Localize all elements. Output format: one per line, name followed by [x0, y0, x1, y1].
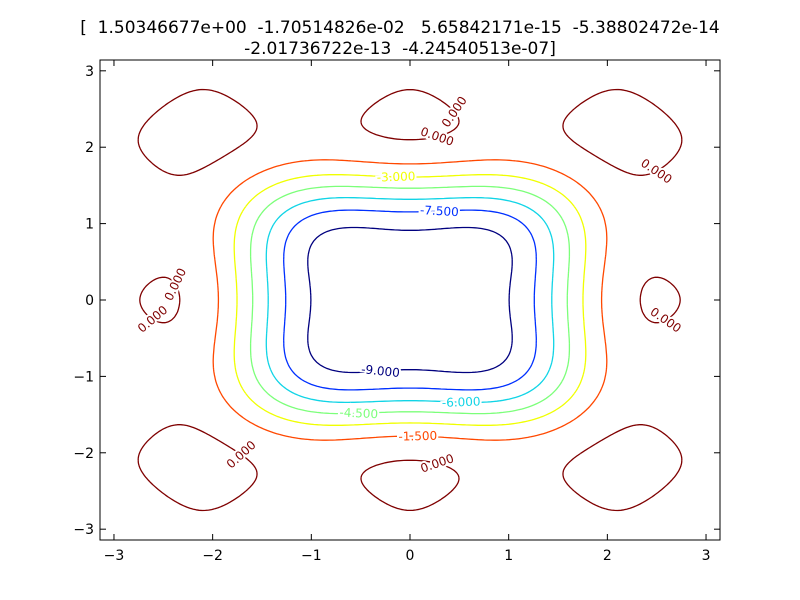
contour-label--3.000: -3.000 — [377, 169, 416, 184]
x-tick-label: 3 — [702, 548, 711, 564]
contour-line--6.000 — [265, 196, 555, 404]
x-tick-label: −1 — [301, 548, 322, 564]
contour-label--9.000: -9.000 — [361, 362, 401, 380]
plot-background — [100, 60, 720, 540]
contour-label--4.500: -4.500 — [339, 405, 378, 421]
y-tick-label: −1 — [73, 369, 94, 385]
y-tick-label: −3 — [73, 522, 94, 538]
contour-line--1.500 — [212, 159, 608, 441]
contour-label--1.500: -1.500 — [398, 429, 437, 444]
contour-lines — [137, 88, 683, 512]
title-line-2: -2.01736722e-13 -4.24540513e-07] — [244, 39, 556, 59]
x-tick-label: −3 — [104, 548, 125, 564]
contour-line--7.500 — [283, 209, 537, 391]
contour-label--7.500: -7.500 — [420, 203, 459, 219]
x-tick-label: 2 — [603, 548, 612, 564]
contour-line--3.000 — [233, 174, 587, 426]
y-tick-label: −2 — [73, 446, 94, 462]
contour-label--6.000: -6.000 — [442, 394, 481, 409]
title-line-1: [ 1.50346677e+00 -1.70514826e-02 5.65842… — [80, 18, 720, 38]
contour-line--9.000 — [307, 226, 513, 374]
axis-ticks: −3 −2 −1 0 1 2 3 −3 −2 −1 0 1 2 3 — [73, 60, 720, 564]
contour-line-0.000 — [137, 88, 683, 512]
x-tick-label: −2 — [202, 548, 223, 564]
x-tick-label: 0 — [406, 548, 415, 564]
y-tick-label: 2 — [85, 140, 94, 156]
y-tick-label: 0 — [85, 293, 94, 309]
y-tick-label: 1 — [85, 217, 94, 233]
contour-line--4.500 — [249, 185, 571, 415]
x-tick-label: 1 — [504, 548, 513, 564]
y-tick-label: 3 — [85, 64, 94, 80]
